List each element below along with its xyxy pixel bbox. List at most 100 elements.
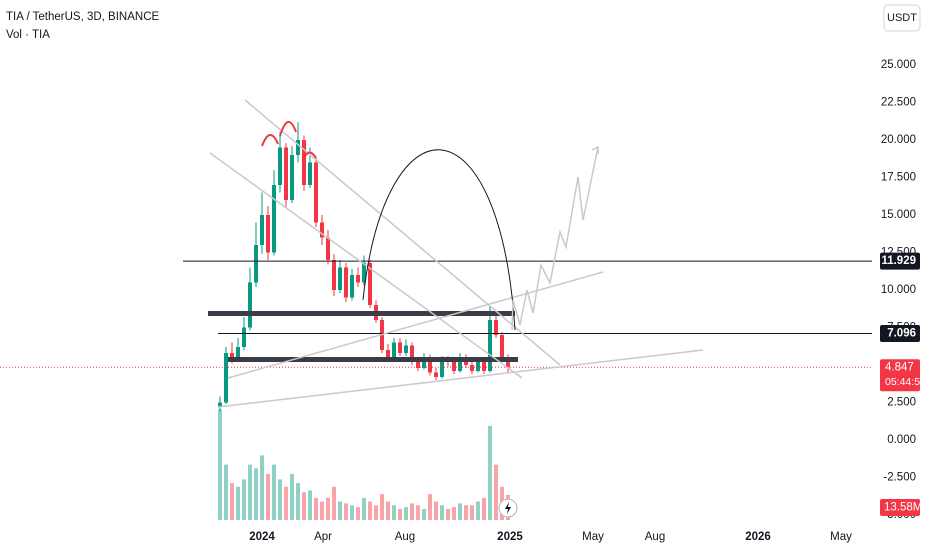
candle-body bbox=[248, 282, 253, 328]
x-tick-label: Aug bbox=[395, 531, 415, 543]
candle-body bbox=[296, 139, 301, 155]
volume-bar bbox=[493, 464, 498, 520]
candle-body bbox=[362, 263, 367, 283]
volume-bar bbox=[368, 501, 373, 520]
candle-body bbox=[410, 345, 415, 363]
volume-bar bbox=[272, 464, 277, 520]
candle-body bbox=[505, 357, 510, 368]
overlay: -5.000-2.5000.0002.5005.0007.50010.00012… bbox=[249, 59, 926, 543]
trend-line bbox=[209, 152, 523, 379]
candle-body bbox=[386, 350, 391, 358]
candle-body bbox=[416, 362, 421, 369]
volume-bar bbox=[416, 505, 421, 520]
volume-bar bbox=[266, 473, 271, 520]
y-tick-label: 20.000 bbox=[881, 134, 916, 146]
volume-bar bbox=[392, 505, 397, 520]
candle-body bbox=[356, 275, 361, 283]
candle-body bbox=[218, 402, 223, 408]
volume-bar bbox=[302, 492, 307, 520]
volume-bar bbox=[445, 508, 450, 520]
candle-body bbox=[434, 372, 438, 378]
volume-bar bbox=[344, 503, 349, 520]
volume-bar bbox=[326, 497, 331, 520]
projection-path bbox=[511, 146, 599, 331]
volume-bar bbox=[457, 503, 462, 520]
y-tick-label: 10.000 bbox=[881, 284, 916, 296]
last-price-box bbox=[880, 359, 920, 392]
candle-body bbox=[499, 335, 504, 358]
x-tick-label: May bbox=[830, 531, 852, 543]
candle-body bbox=[284, 147, 289, 200]
volume-bar bbox=[320, 501, 325, 520]
currency-label[interactable]: USDT bbox=[887, 12, 917, 24]
candle-body bbox=[469, 365, 474, 372]
volume-bar bbox=[308, 490, 313, 520]
candle-body bbox=[332, 260, 337, 291]
volume-bar bbox=[248, 464, 253, 520]
volume-bar bbox=[314, 497, 319, 520]
volume-bar bbox=[463, 505, 468, 520]
currency-button[interactable] bbox=[883, 4, 921, 32]
volume-bar bbox=[362, 497, 367, 520]
candle-body bbox=[487, 320, 492, 372]
candle-body bbox=[475, 360, 480, 372]
volume-bar bbox=[242, 479, 247, 520]
volume-bar bbox=[290, 473, 295, 520]
arc-drawing bbox=[362, 149, 516, 331]
volume-bar bbox=[475, 501, 480, 520]
candle-body bbox=[457, 357, 462, 372]
volume-bar bbox=[487, 425, 492, 520]
volume-bar bbox=[236, 486, 241, 520]
x-tick-label: 2024 bbox=[249, 531, 275, 543]
candle-body bbox=[422, 357, 427, 369]
y-tick-label: 0.000 bbox=[887, 434, 916, 446]
replay-icon[interactable] bbox=[498, 498, 518, 518]
candle-body bbox=[350, 275, 355, 298]
arrow-head bbox=[591, 145, 599, 154]
volume-bar bbox=[218, 409, 223, 520]
volume-bar bbox=[284, 486, 289, 520]
symbol-title: TIA / TetherUS, 3D, BINANCE bbox=[6, 11, 160, 23]
candle-body bbox=[290, 154, 295, 200]
trend-line bbox=[227, 271, 604, 379]
pattern-arc bbox=[302, 151, 317, 161]
volume-bar bbox=[428, 494, 433, 520]
candle-body bbox=[308, 162, 313, 185]
volume-bar bbox=[469, 505, 474, 520]
volume-bar bbox=[254, 468, 259, 520]
volume-label-box bbox=[880, 499, 920, 516]
series-layer bbox=[0, 121, 872, 520]
candle-body bbox=[439, 360, 444, 378]
countdown-label: 05:44:51 bbox=[885, 376, 926, 388]
price-label-box bbox=[880, 325, 920, 343]
candle-body bbox=[260, 214, 265, 245]
candle-body bbox=[242, 327, 247, 348]
x-tick-label: 2025 bbox=[497, 531, 523, 543]
volume-bar bbox=[260, 455, 265, 520]
candle-body bbox=[493, 320, 498, 336]
volume-bar bbox=[338, 501, 343, 520]
icon-bolt bbox=[505, 502, 511, 514]
volume-bar bbox=[356, 507, 361, 520]
volume-bar bbox=[332, 486, 337, 520]
y-tick-label: 25.000 bbox=[881, 59, 916, 71]
volume-bar bbox=[386, 501, 391, 520]
candle-body bbox=[398, 342, 403, 354]
volume-bar bbox=[481, 497, 486, 520]
candle-body bbox=[230, 353, 235, 358]
y-tick-label: 2.500 bbox=[887, 397, 916, 409]
zone bbox=[208, 311, 515, 316]
candle-body bbox=[314, 162, 319, 223]
price-label: 7.096 bbox=[887, 328, 916, 340]
volume-label: 13.58M bbox=[884, 502, 922, 514]
candle-body bbox=[254, 244, 259, 283]
candle-body bbox=[224, 353, 229, 403]
x-tick-label: May bbox=[582, 531, 604, 543]
candle-body bbox=[272, 184, 277, 253]
candle-body bbox=[451, 362, 456, 372]
candle-body bbox=[392, 342, 397, 358]
candle-body bbox=[481, 360, 486, 372]
volume-legend: Vol · TIA bbox=[6, 29, 50, 41]
volume-bar bbox=[398, 508, 403, 520]
